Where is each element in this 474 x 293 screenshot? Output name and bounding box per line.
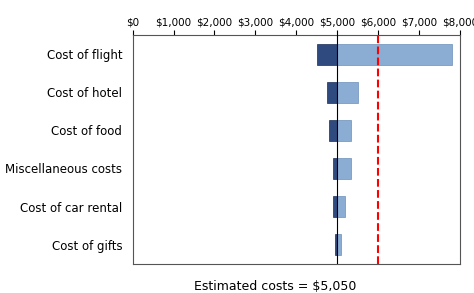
Bar: [337, 44, 452, 65]
Bar: [337, 196, 345, 217]
Bar: [329, 120, 337, 141]
Bar: [327, 82, 337, 103]
Bar: [337, 120, 351, 141]
Bar: [333, 196, 337, 217]
Bar: [317, 44, 337, 65]
Bar: [333, 158, 337, 179]
Bar: [337, 234, 341, 255]
Bar: [337, 82, 357, 103]
Text: Estimated costs = $5,050: Estimated costs = $5,050: [194, 280, 356, 293]
Bar: [337, 158, 351, 179]
Bar: [335, 234, 337, 255]
